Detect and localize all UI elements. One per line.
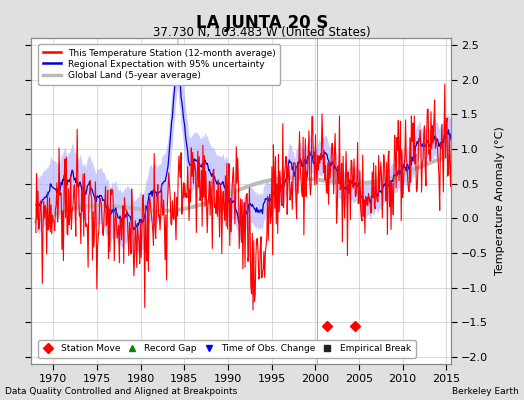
Y-axis label: Temperature Anomaly (°C): Temperature Anomaly (°C) <box>495 127 505 275</box>
Text: Berkeley Earth: Berkeley Earth <box>452 387 519 396</box>
Text: 37.730 N, 103.483 W (United States): 37.730 N, 103.483 W (United States) <box>153 26 371 39</box>
Text: Data Quality Controlled and Aligned at Breakpoints: Data Quality Controlled and Aligned at B… <box>5 387 237 396</box>
Legend: Station Move, Record Gap, Time of Obs. Change, Empirical Break: Station Move, Record Gap, Time of Obs. C… <box>38 340 416 358</box>
Text: LA JUNTA 20 S: LA JUNTA 20 S <box>196 14 328 32</box>
